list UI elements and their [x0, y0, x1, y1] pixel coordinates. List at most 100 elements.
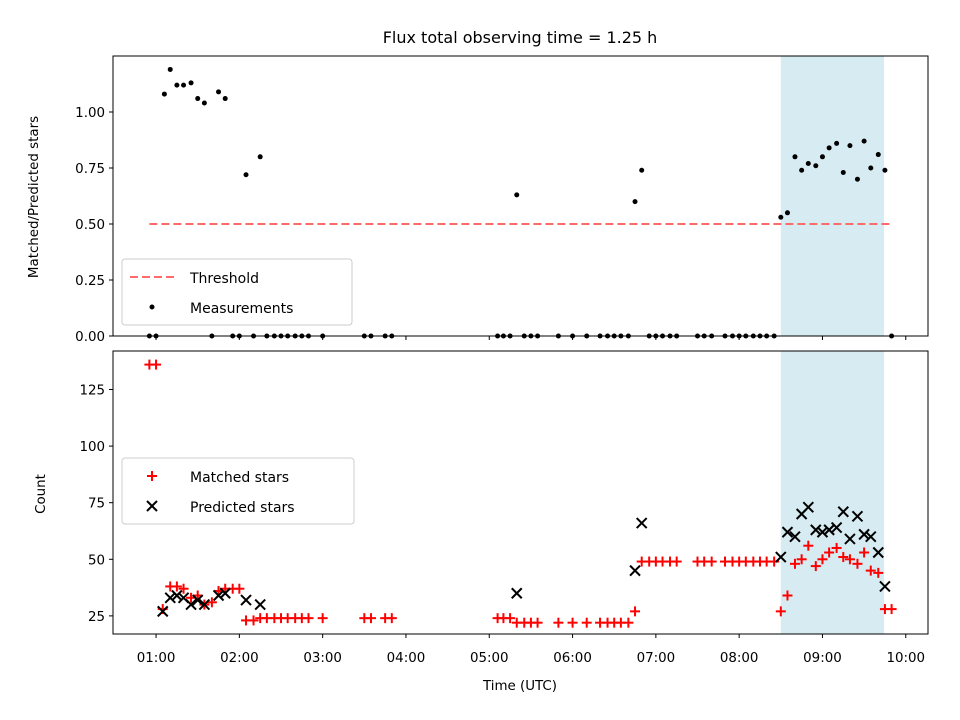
predicted-star-marker — [802, 501, 815, 513]
x-tick-label: 04:00 — [387, 651, 426, 666]
predicted-star-marker — [629, 564, 641, 577]
top-legend: Threshold Measurements — [121, 258, 353, 326]
top-y-tick-label: 0.75 — [75, 162, 105, 177]
predicted-star-marker — [837, 506, 849, 518]
matched-star-marker — [838, 552, 849, 563]
x-tick-label: 01:00 — [137, 651, 176, 666]
measurement-point — [792, 154, 798, 160]
legend-predicted-swatch — [146, 500, 158, 512]
x-axis-label: Time (UTC) — [482, 679, 557, 694]
predicted-star-marker — [212, 589, 225, 602]
matched-star-marker — [865, 565, 876, 576]
x-tick-label: 08:00 — [720, 651, 759, 666]
matched-star-marker — [553, 617, 564, 628]
legend-matched-swatch — [147, 471, 157, 481]
matched-star-marker — [581, 617, 592, 628]
measurement-point — [882, 167, 888, 173]
matched-star-marker — [873, 567, 884, 578]
matched-star-marker — [171, 581, 182, 592]
top-y-tick-label: 0.25 — [75, 274, 105, 289]
bottom-axes-frame — [112, 350, 929, 635]
top-axes-frame — [112, 55, 929, 337]
measurement-point — [216, 89, 222, 95]
bottom-y-tick-label: 75 — [88, 497, 105, 512]
predicted-star-marker — [851, 510, 864, 522]
measurement-point — [639, 167, 645, 173]
matched-star-marker — [782, 590, 793, 601]
measurement-point — [799, 167, 805, 173]
matched-star-marker — [796, 554, 807, 565]
predicted-star-marker — [865, 530, 877, 543]
measurement-point — [778, 214, 784, 220]
predicted-star-marker — [775, 551, 787, 563]
x-tick-label: 03:00 — [303, 651, 342, 666]
predicted-star-marker — [192, 594, 204, 606]
matched-star-marker — [886, 604, 897, 615]
measurement-point — [174, 82, 180, 88]
top-panel: 0.00 0.25 0.50 0.75 1.00 Threshold Measureme… — [75, 55, 929, 345]
matched-star-marker — [234, 583, 245, 594]
matched-star-marker — [859, 547, 870, 558]
predicted-star-marker — [219, 587, 231, 599]
matched-star-marker — [671, 556, 682, 567]
predicted-star-marker — [858, 528, 870, 541]
predicted-star-marker — [816, 526, 829, 538]
matched-star-marker — [706, 556, 717, 567]
top-y-tick-label: 0.00 — [75, 330, 105, 345]
predicted-star-marker — [844, 533, 856, 545]
matched-star-marker — [151, 359, 162, 370]
matched-star-marker — [789, 558, 800, 569]
bottom-y-tick-label: 50 — [88, 553, 105, 568]
predicted-star-marker — [635, 517, 648, 529]
bottom-x-ticks: 01:00 02:00 03:00 04:00 05:00 06:00 07:00 08:00… — [137, 634, 925, 666]
matched-star-marker — [623, 617, 634, 628]
matched-star-marker — [178, 583, 189, 594]
matched-star-marker — [532, 617, 543, 628]
measurement-points — [146, 66, 895, 339]
matched-star-marker — [775, 606, 786, 617]
predicted-star-points — [157, 501, 891, 618]
legend-matched-label: Matched stars — [190, 470, 289, 486]
matched-star-marker — [248, 615, 259, 626]
x-tick-label: 09:00 — [803, 651, 842, 666]
legend-measurements-swatch — [149, 304, 155, 310]
predicted-star-marker — [872, 546, 884, 559]
predicted-star-marker — [810, 524, 822, 536]
predicted-star-marker — [823, 524, 835, 536]
matched-star-marker — [817, 554, 828, 565]
predicted-star-marker — [164, 592, 176, 604]
top-x-ticks — [155, 336, 907, 340]
matched-star-marker — [630, 606, 641, 617]
top-y-ticks: 0.00 0.25 0.50 0.75 1.00 — [75, 106, 113, 345]
predicted-star-marker — [830, 521, 843, 534]
legend-threshold-label: Threshold — [189, 271, 259, 287]
predicted-star-marker — [781, 526, 794, 538]
predicted-star-marker — [789, 530, 801, 543]
matched-star-marker — [803, 540, 814, 551]
bottom-y-tick-label: 100 — [79, 440, 105, 455]
matched-star-marker — [365, 613, 376, 624]
matched-star-marker — [303, 613, 314, 624]
top-y-axis-label: Matched/Predicted stars — [27, 116, 42, 278]
top-y-tick-label: 1.00 — [75, 106, 105, 121]
measurement-point — [805, 161, 811, 167]
bottom-y-ticks: 25 50 75 100 125 — [79, 383, 113, 625]
measurement-point — [243, 172, 249, 178]
measurement-point — [181, 82, 187, 88]
measurement-point — [257, 154, 263, 160]
predicted-star-marker — [157, 605, 169, 618]
measurement-point — [188, 80, 194, 86]
predicted-star-marker — [254, 598, 266, 611]
matched-star-marker — [810, 561, 821, 572]
measurement-point — [861, 138, 867, 144]
measurement-point — [847, 143, 853, 149]
measurement-point — [868, 165, 874, 171]
matched-star-marker — [844, 554, 855, 565]
measurement-point — [161, 91, 167, 97]
measurement-point — [840, 169, 846, 175]
matched-star-marker — [505, 613, 516, 624]
measurement-point — [632, 199, 638, 205]
bottom-legend-box — [121, 457, 355, 525]
bottom-y-tick-label: 125 — [79, 383, 105, 398]
